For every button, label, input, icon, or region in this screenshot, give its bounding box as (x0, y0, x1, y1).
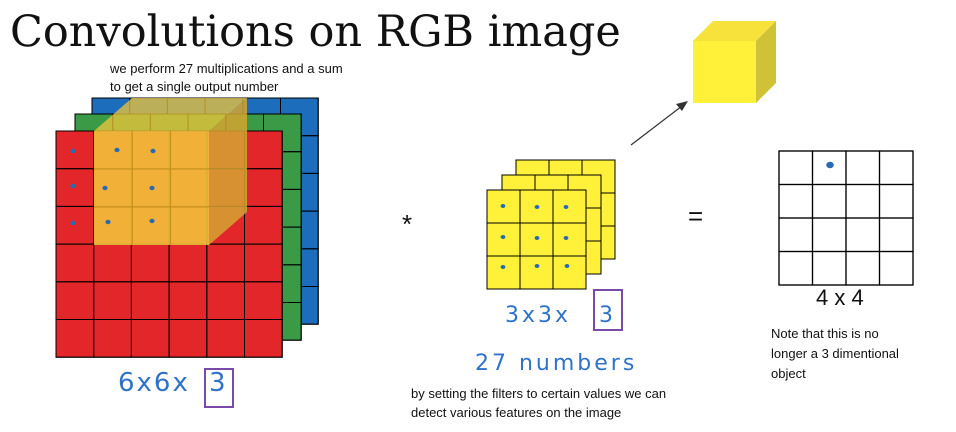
note-right-line-1: Note that this is no (771, 326, 879, 341)
filter-dot (534, 205, 540, 209)
input-dimension-label: 6x6x (118, 368, 190, 398)
input-dot (150, 148, 156, 154)
input-dot (102, 185, 108, 191)
convolve-operator: * (402, 209, 412, 239)
filter-dot (500, 204, 506, 208)
red-grid-cell (244, 319, 283, 358)
filter-dot (534, 264, 540, 268)
filter-front-grid-cell (552, 255, 587, 290)
filter-dots (500, 204, 570, 269)
filter-dot (534, 236, 540, 240)
filter-volume (486, 159, 616, 290)
note-top-line-2: to get a single output number (110, 79, 279, 94)
output-dimension-label: 4 x 4 (816, 285, 864, 310)
filter-param-note: 27 numbers (475, 351, 637, 376)
filter-dot (500, 235, 506, 239)
arrow-to-cube (630, 101, 688, 146)
filter-channel-count: 3 (599, 303, 616, 328)
filter-dot (564, 264, 570, 268)
filter-channel-box (593, 289, 623, 331)
output-dot (826, 161, 834, 169)
filter-dot (563, 236, 569, 240)
output-cell (878, 250, 914, 286)
input-dot (149, 185, 155, 191)
overlay-top-face (94, 98, 247, 131)
slide-title: Convolutions on RGB image (10, 7, 621, 57)
input-volume (55, 97, 319, 358)
cube-side-face (756, 21, 776, 103)
cube-top-face (693, 21, 776, 41)
filter-overlay-cube (94, 98, 247, 245)
output-single-value-cube (693, 21, 776, 103)
input-channel-box (204, 368, 234, 408)
filter-dot (563, 205, 569, 209)
input-dot (105, 219, 111, 225)
overlay-side-face (209, 98, 247, 245)
input-channel-count: 3 (209, 368, 228, 398)
input-dot (70, 220, 76, 226)
note-right-line-3: object (771, 366, 806, 381)
note-right-line-2: longer a 3 dimentional (771, 346, 899, 361)
input-overlay-dots (70, 147, 156, 226)
note-bottom-line-2: detect various features on the image (411, 405, 621, 420)
output-grid (778, 150, 914, 286)
note-top-line-1: we perform 27 multiplications and a sum (109, 61, 343, 76)
equals-operator: = (688, 201, 703, 231)
filter-dimension-label: 3x3x (505, 303, 571, 328)
input-dot (114, 147, 120, 153)
filter-dot (500, 265, 506, 269)
input-dot (70, 183, 76, 189)
note-bottom-line-1: by setting the filters to certain values… (411, 386, 666, 401)
input-dot (70, 148, 76, 154)
input-dot (149, 218, 155, 224)
cube-front-face (693, 41, 756, 103)
